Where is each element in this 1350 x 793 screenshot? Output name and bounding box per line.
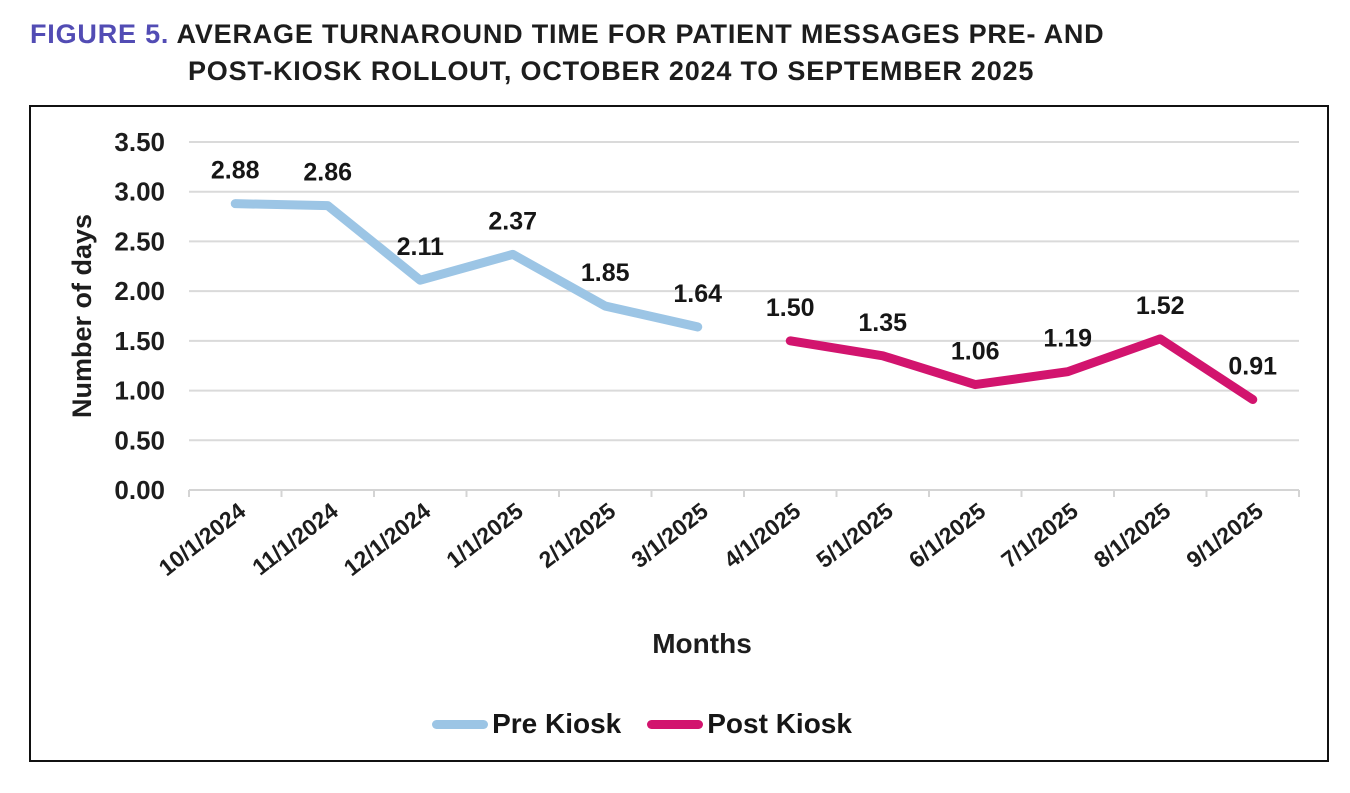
x-tick-label: 4/1/2025 <box>719 497 806 573</box>
legend-swatch <box>647 719 704 729</box>
figure-title-line2: POST-KIOSK ROLLOUT, OCTOBER 2024 TO SEPT… <box>188 56 1035 86</box>
x-tick-label: 2/1/2025 <box>534 497 621 573</box>
data-label: 2.86 <box>303 159 352 187</box>
y-tick-label: 0.50 <box>114 425 165 455</box>
data-label: 1.35 <box>858 309 907 337</box>
data-label: 1.50 <box>766 294 815 322</box>
figure-label: FIGURE 5. <box>30 19 170 49</box>
series-line-post-kiosk <box>785 334 1258 405</box>
x-tick-label: 6/1/2025 <box>904 497 991 573</box>
data-label: 2.11 <box>397 233 444 261</box>
legend-label: Post Kiosk <box>707 708 852 739</box>
y-axis-title: Number of days <box>67 213 97 419</box>
figure-title-line1: AVERAGE TURNAROUND TIME FOR PATIENT MESS… <box>176 19 1105 49</box>
data-label: 1.64 <box>673 280 722 308</box>
data-label: 1.06 <box>951 338 1000 366</box>
legend: Pre Kiosk Post Kiosk <box>342 707 942 741</box>
y-tick-label: 1.00 <box>114 376 165 406</box>
legend-item: Pre Kiosk <box>432 708 621 740</box>
x-tick-label: 10/1/2024 <box>154 497 251 581</box>
data-label: 1.85 <box>581 259 630 287</box>
data-label: 1.19 <box>1043 325 1092 353</box>
x-tick-label: 11/1/2024 <box>247 497 343 580</box>
x-tick-label: 3/1/2025 <box>626 497 713 573</box>
y-tick-label: 2.00 <box>114 276 165 306</box>
x-tick-label: 8/1/2025 <box>1089 497 1176 573</box>
x-tick-label: 12/1/2024 <box>339 497 436 581</box>
x-axis-title: Months <box>652 628 752 659</box>
x-tick-label: 1/1/2025 <box>441 497 528 573</box>
y-tick-label: 2.50 <box>114 226 165 256</box>
series-line-pre-kiosk <box>230 199 703 332</box>
data-label: 0.91 <box>1228 353 1277 381</box>
y-tick-label: 3.00 <box>114 177 165 207</box>
chart-frame: 0.00 0.50 1.00 1.50 2.00 2.50 3.00 3.50 10/1/202… <box>29 105 1329 762</box>
legend-item: Post Kiosk <box>647 708 852 740</box>
data-label: 2.88 <box>211 157 260 185</box>
y-tick-label: 0.00 <box>114 475 165 505</box>
x-tick-label: 7/1/2025 <box>996 497 1083 573</box>
data-label: 1.52 <box>1136 292 1185 320</box>
x-tick-label: 9/1/2025 <box>1181 497 1268 573</box>
data-label: 2.37 <box>488 207 537 235</box>
y-tick-label: 1.50 <box>114 326 165 356</box>
x-tick-label: 5/1/2025 <box>811 497 898 573</box>
y-tick-label: 3.50 <box>114 127 165 157</box>
chart-canvas: 0.00 0.50 1.00 1.50 2.00 2.50 3.00 3.50 10/1/202… <box>114 127 1300 581</box>
figure-title: FIGURE 5. AVERAGE TURNAROUND TIME FOR PA… <box>30 16 1320 90</box>
legend-label: Pre Kiosk <box>492 708 622 739</box>
legend-swatch <box>432 719 489 729</box>
